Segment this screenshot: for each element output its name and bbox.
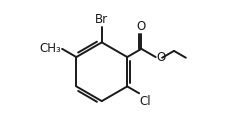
Text: Cl: Cl bbox=[140, 95, 151, 108]
Text: Br: Br bbox=[95, 13, 108, 26]
Text: O: O bbox=[137, 20, 146, 33]
Text: O: O bbox=[156, 51, 166, 64]
Text: CH₃: CH₃ bbox=[39, 42, 61, 55]
